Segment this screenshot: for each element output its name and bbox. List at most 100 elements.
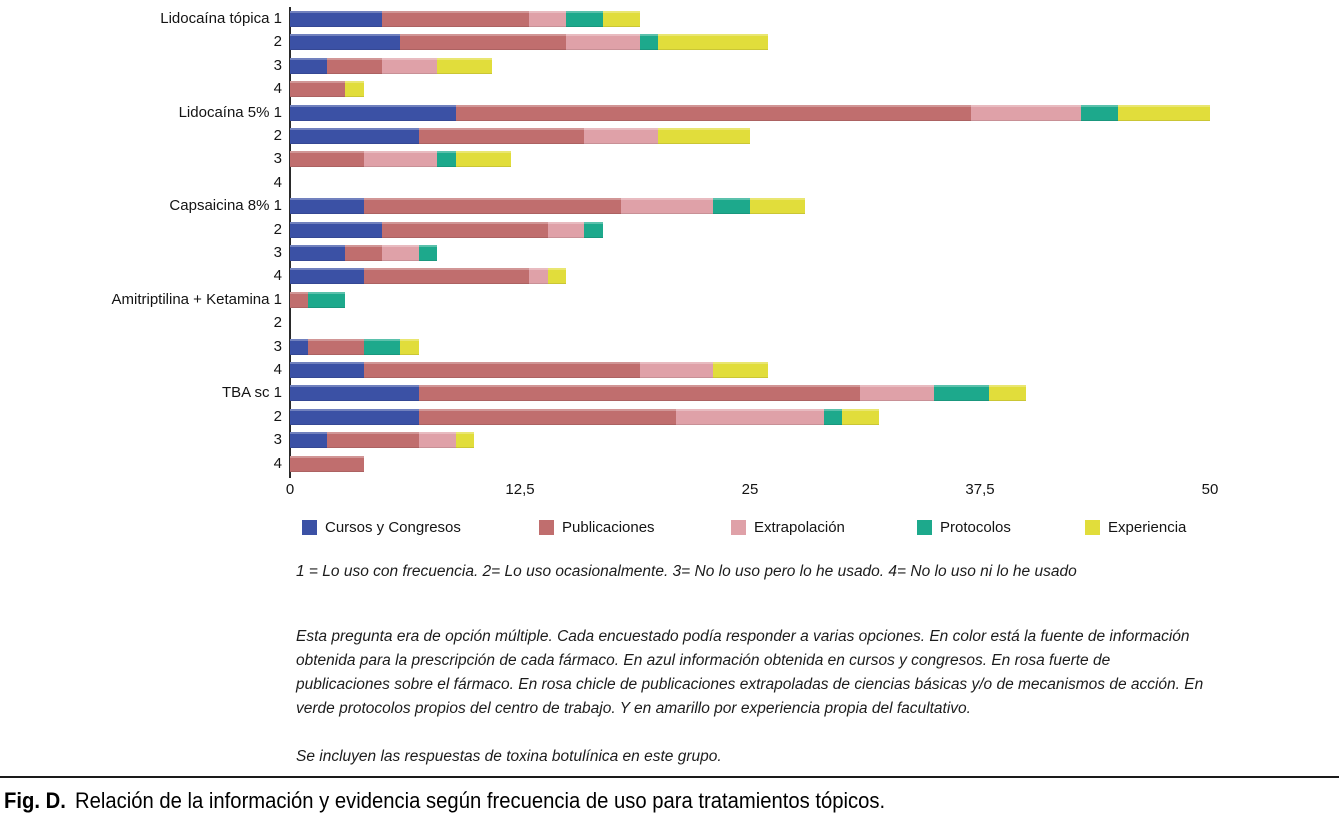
bar-segment-protocolos: [934, 385, 990, 402]
row-label: Amitriptilina + Ketamina 1: [111, 290, 283, 308]
bar-row: 3: [0, 245, 1339, 261]
bar-segment-experiencia: [455, 151, 511, 168]
bar-segment-extrapolación: [621, 198, 714, 215]
bar-row: 2: [0, 220, 1339, 238]
bar-row: Lidocaína 5% 1: [0, 103, 1339, 121]
bar-segment-protocolos: [823, 408, 842, 425]
bar-segment-cursos-y-congresos: [290, 268, 364, 285]
bar-segment-extrapolación: [418, 432, 456, 449]
row-label: 3: [273, 150, 282, 168]
bar-segment-experiencia: [1118, 104, 1210, 121]
bar-row: 4: [0, 362, 1339, 378]
row-label: Lidocaína 5% 1: [178, 103, 282, 121]
x-axis-tick-label: 37,5: [965, 481, 995, 498]
bar-segment-cursos-y-congresos: [290, 362, 364, 378]
legend-swatch-icon: [731, 520, 746, 535]
row-label: 4: [273, 173, 282, 191]
row-label: 4: [273, 361, 282, 378]
bar-segment-protocolos: [639, 34, 658, 51]
figure-caption: Fig. D. Relación de la información y evid…: [4, 788, 1232, 814]
x-axis-tick-label: 50: [1201, 481, 1219, 498]
bar-row: 2: [0, 315, 1339, 331]
legend-swatch-icon: [302, 520, 317, 535]
bar-segment-protocolos: [363, 338, 401, 355]
bar-row: 4: [0, 173, 1339, 191]
bar-segment-publicaciones: [326, 57, 382, 74]
figure-caption-text: Relación de la información y evidencia s…: [75, 788, 886, 813]
bar-row: 2: [0, 34, 1339, 51]
bar-segment-protocolos: [418, 245, 438, 261]
bar-segment-publicaciones: [455, 104, 971, 121]
bar-row: 2: [0, 128, 1339, 144]
bar-segment-publicaciones: [290, 81, 346, 98]
bar-segment-publicaciones: [363, 362, 640, 378]
bar-segment-experiencia: [989, 385, 1026, 402]
bar-segment-extrapolación: [382, 57, 438, 74]
x-axis-tick-label: 12,5: [505, 481, 535, 498]
legend-label: Protocolos: [940, 519, 1011, 536]
bar-row: 2: [0, 408, 1339, 425]
row-label: 4: [273, 267, 282, 285]
bar-segment-extrapolación: [382, 245, 419, 261]
bar-segment-cursos-y-congresos: [290, 34, 401, 51]
row-label: 4: [273, 80, 282, 98]
stacked-bar-chart: Lidocaína tópica 1 2 3 4 Lidocaína 5% 1 2 3 4 Ca…: [0, 7, 1339, 498]
bar-segment-extrapolación: [970, 104, 1082, 121]
bar-segment-experiencia: [345, 81, 364, 98]
bar-row: 3: [0, 56, 1339, 74]
bar-segment-cursos-y-congresos: [290, 128, 419, 144]
bar-segment-extrapolación: [363, 151, 438, 168]
bar-segment-experiencia: [547, 268, 566, 285]
row-label: 3: [273, 431, 282, 449]
bar-segment-extrapolación: [566, 34, 640, 51]
bar-segment-extrapolación: [676, 408, 824, 425]
row-label: 3: [273, 56, 282, 74]
bar-segment-protocolos: [584, 221, 603, 238]
bar-segment-publicaciones: [382, 11, 530, 27]
bar-segment-cursos-y-congresos: [290, 432, 327, 449]
bar-row: Amitriptilina + Ketamina 1: [0, 290, 1339, 308]
chart-legend: Cursos y Congresos Publicaciones Extrapola…: [0, 518, 1339, 542]
bar-segment-publicaciones: [418, 385, 861, 402]
bar-row: 4: [0, 454, 1339, 472]
bar-segment-publicaciones: [308, 338, 364, 355]
bar-row: 3: [0, 150, 1339, 168]
row-label: TBA sc 1: [221, 384, 282, 402]
note-scale-definition: 1 = Lo uso con frecuencia. 2= Lo uso oca…: [296, 563, 1077, 580]
bar-segment-cursos-y-congresos: [290, 11, 382, 27]
x-axis-tick-label: 0: [285, 481, 295, 498]
bar-segment-protocolos: [566, 11, 603, 27]
bar-segment-publicaciones: [418, 408, 677, 425]
bar-segment-experiencia: [713, 362, 769, 378]
row-label: Lidocaína tópica 1: [160, 10, 282, 27]
bar-row: 4: [0, 80, 1339, 98]
bar-segment-extrapolación: [529, 268, 548, 285]
bar-segment-experiencia: [602, 11, 640, 27]
row-label: 2: [273, 127, 282, 144]
bar-segment-extrapolación: [639, 362, 714, 378]
bar-row: TBA sc 1: [0, 384, 1339, 402]
legend-label: Extrapolación: [754, 519, 845, 536]
bar-segment-extrapolación: [584, 128, 658, 144]
bar-segment-publicaciones: [290, 291, 309, 308]
bar-row: 4: [0, 267, 1339, 285]
bar-segment-experiencia: [842, 408, 879, 425]
row-label: 3: [273, 244, 282, 261]
bar-segment-protocolos: [713, 198, 750, 215]
bar-segment-publicaciones: [382, 221, 548, 238]
bar-segment-publicaciones: [363, 268, 530, 285]
bar-segment-publicaciones: [290, 151, 364, 168]
row-label: 2: [273, 220, 282, 238]
note-description: Esta pregunta era de opción múltiple. Ca…: [296, 628, 1204, 717]
caption-divider-line: [0, 776, 1339, 778]
bar-row: Lidocaína tópica 1: [0, 11, 1339, 27]
bar-segment-cursos-y-congresos: [290, 385, 419, 402]
row-label: 3: [273, 337, 282, 355]
x-axis-tick-label: 25: [741, 481, 759, 498]
bar-segment-extrapolación: [860, 385, 934, 402]
bar-segment-experiencia: [658, 34, 769, 51]
row-label: 4: [273, 454, 282, 472]
bar-segment-cursos-y-congresos: [290, 221, 382, 238]
bar-segment-publicaciones: [400, 34, 566, 51]
